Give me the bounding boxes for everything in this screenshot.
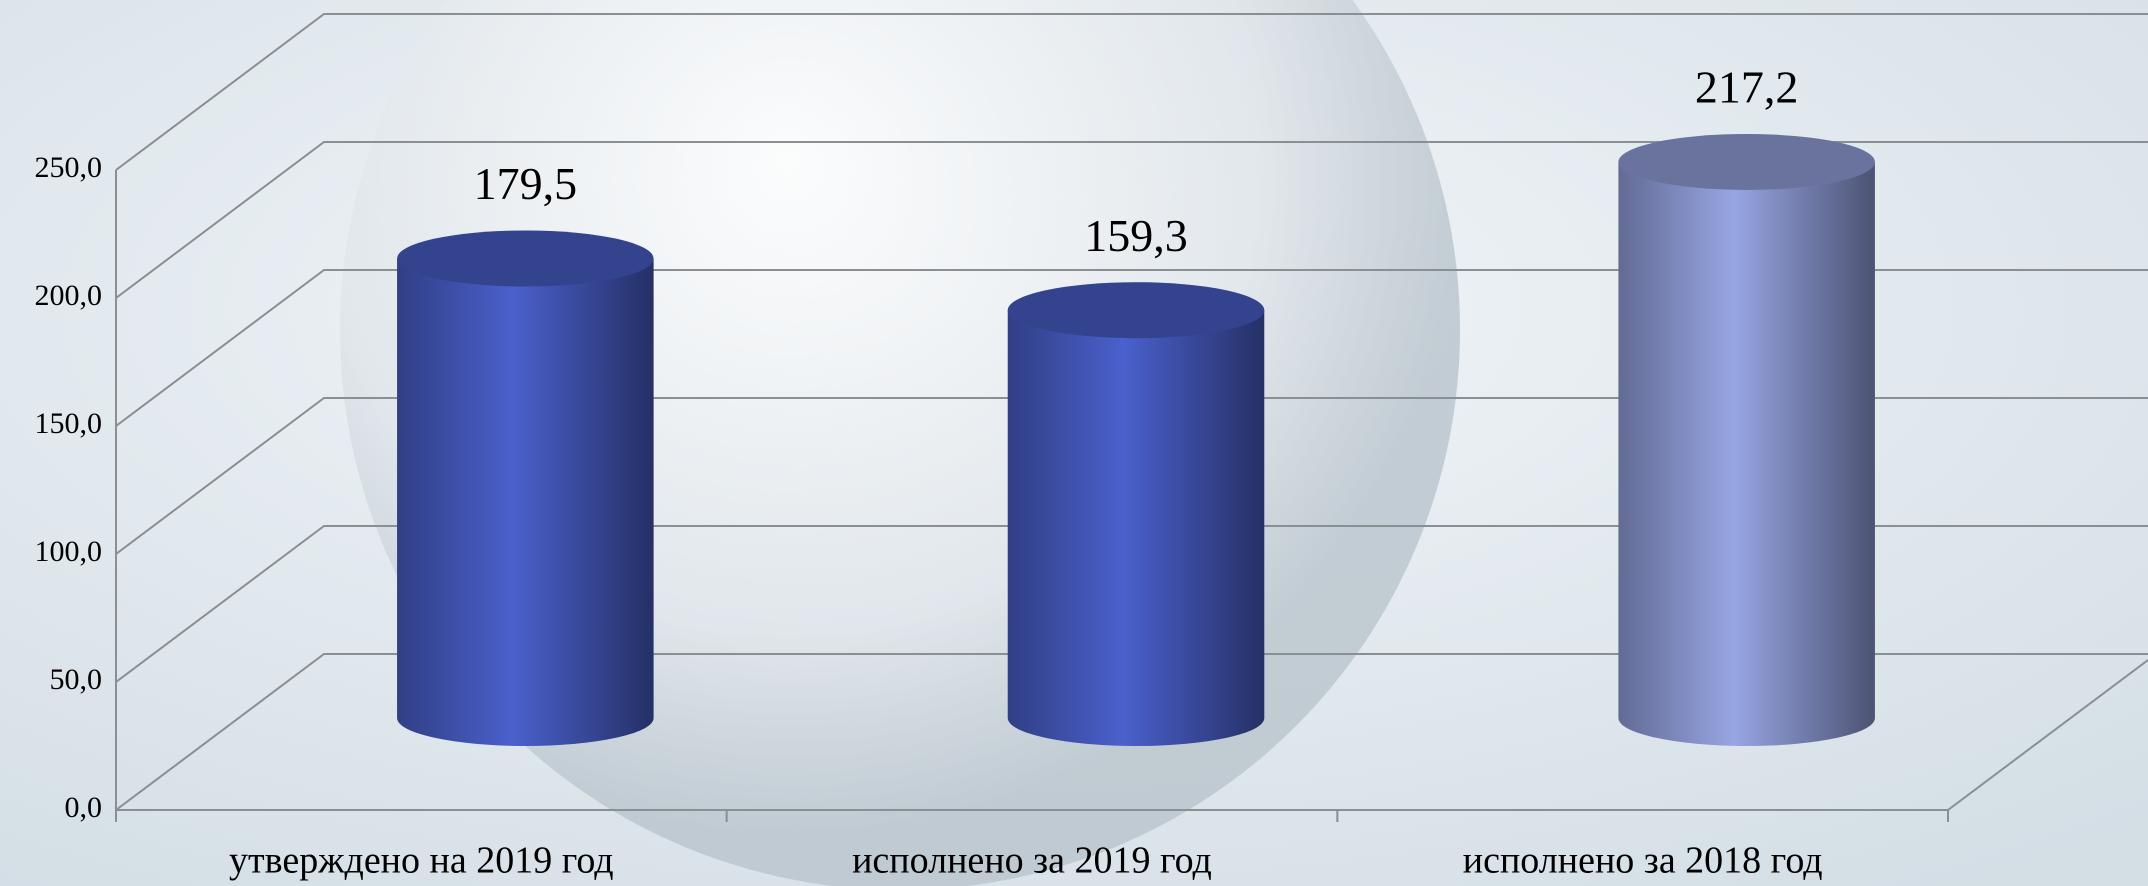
- x-tick-label: исполнено за 2019 год: [852, 840, 1212, 882]
- y-tick-label: 150,0: [35, 407, 103, 440]
- grid-line: [115, 269, 2148, 427]
- cylinder-shade: [1618, 161, 1875, 747]
- grid-line: [115, 13, 2148, 171]
- x-tick-label: утверждено на 2019 год: [229, 840, 614, 882]
- value-label: 179,5: [474, 158, 578, 209]
- value-label: 159,3: [1084, 210, 1188, 261]
- cylinder-bar: [1007, 282, 1265, 746]
- y-tick-label: 50,0: [50, 663, 103, 696]
- value-label: 217,2: [1695, 62, 1799, 113]
- cylinder-shade: [397, 258, 654, 746]
- x-tick-label: исполнено за 2018 год: [1463, 840, 1823, 882]
- y-tick-label: 0,0: [65, 791, 103, 824]
- cylinder-shade: [1007, 310, 1265, 746]
- cylinder-top: [1618, 133, 1875, 190]
- y-tick-label: 100,0: [35, 535, 103, 568]
- grid-line: [115, 653, 2148, 811]
- cylinder-top: [397, 230, 654, 287]
- grid-line: [115, 397, 2148, 555]
- cylinder-top-shade: [397, 230, 654, 287]
- cylinder-bar: [1618, 133, 1875, 747]
- cylinder-bar: [397, 230, 654, 746]
- cylinder-top: [1007, 282, 1265, 339]
- cylinder-top-shade: [1007, 282, 1265, 339]
- y-tick-label: 200,0: [35, 279, 103, 312]
- y-tick-label: 250,0: [35, 151, 103, 184]
- cylinder-top-shade: [1618, 133, 1875, 190]
- grid-line: [115, 141, 2148, 299]
- grid-line: [115, 525, 2148, 683]
